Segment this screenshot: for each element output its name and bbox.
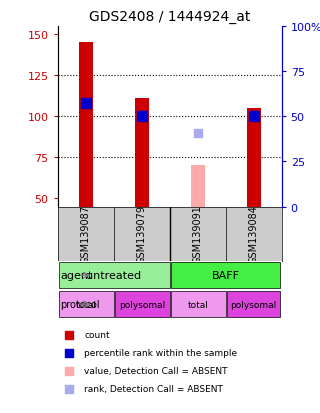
FancyArrow shape <box>76 268 89 283</box>
Text: protocol: protocol <box>60 299 100 309</box>
FancyBboxPatch shape <box>171 263 280 289</box>
Text: untreated: untreated <box>86 271 141 280</box>
Point <box>66 368 71 374</box>
FancyBboxPatch shape <box>227 292 280 317</box>
Text: agent: agent <box>60 271 93 280</box>
Bar <box>135 99 148 207</box>
FancyBboxPatch shape <box>59 263 170 289</box>
Text: rank, Detection Call = ABSENT: rank, Detection Call = ABSENT <box>84 385 223 394</box>
Text: value, Detection Call = ABSENT: value, Detection Call = ABSENT <box>84 367 228 375</box>
Point <box>66 350 71 356</box>
Text: count: count <box>84 330 110 339</box>
Text: percentile rank within the sample: percentile rank within the sample <box>84 349 238 358</box>
Text: polysomal: polysomal <box>230 300 277 309</box>
Text: BAFF: BAFF <box>212 271 240 280</box>
FancyBboxPatch shape <box>59 292 114 317</box>
Title: GDS2408 / 1444924_at: GDS2408 / 1444924_at <box>89 10 250 24</box>
Text: GSM139091: GSM139091 <box>193 205 203 263</box>
Point <box>195 130 200 137</box>
Bar <box>247 109 260 207</box>
Point <box>83 100 88 107</box>
Text: total: total <box>76 300 97 309</box>
Point <box>251 114 256 120</box>
Text: polysomal: polysomal <box>119 300 165 309</box>
Text: GSM139084: GSM139084 <box>249 205 259 263</box>
FancyBboxPatch shape <box>115 292 170 317</box>
Text: GSM139079: GSM139079 <box>137 205 147 263</box>
Text: total: total <box>188 300 209 309</box>
Point <box>139 114 144 120</box>
Bar <box>191 166 204 207</box>
Point <box>66 332 71 338</box>
Bar <box>79 43 92 207</box>
Text: GSM139087: GSM139087 <box>81 205 91 263</box>
FancyBboxPatch shape <box>171 292 226 317</box>
Point <box>66 386 71 392</box>
